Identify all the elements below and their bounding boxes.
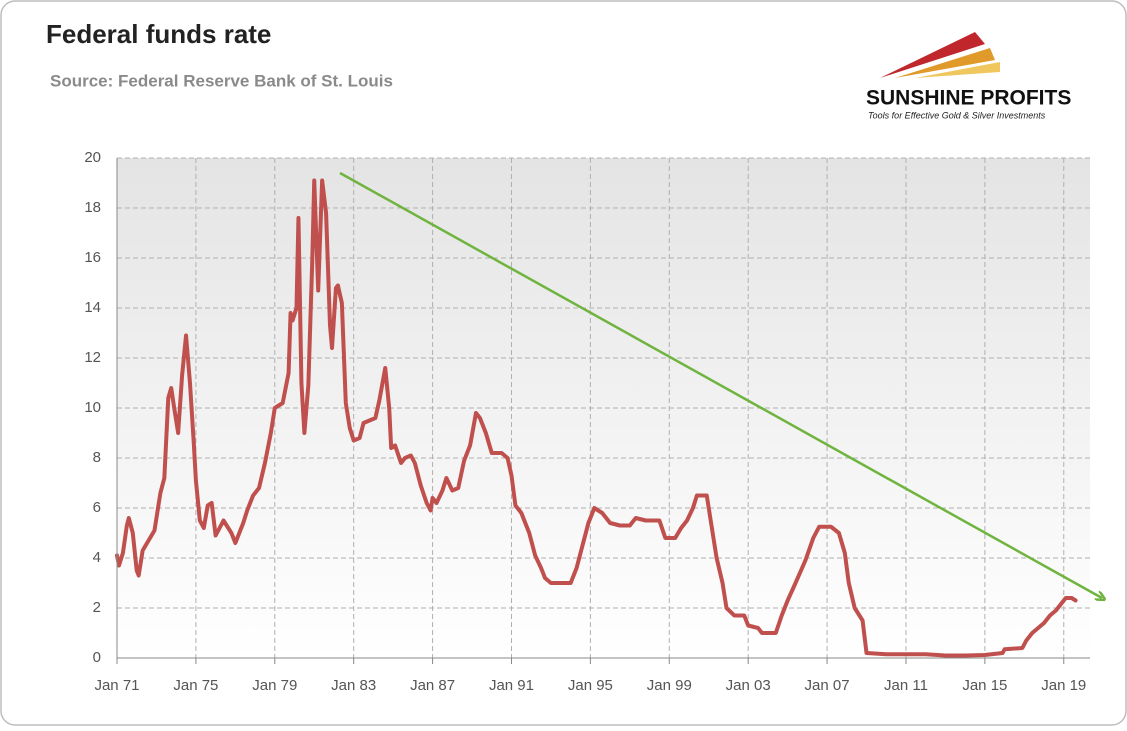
series [115, 178, 1078, 658]
y-tick-label: 16 [84, 249, 101, 266]
x-tick-label: Jan 83 [331, 677, 376, 694]
logo-swoosh [915, 62, 1000, 78]
y-tick-label: 10 [84, 399, 101, 416]
x-tick-label: Jan 79 [252, 677, 297, 694]
series-line [115, 178, 1078, 658]
logo-swoosh [880, 32, 985, 78]
y-tick-label: 6 [93, 499, 101, 516]
logo-swoosh [895, 48, 995, 78]
y-tick-label: 0 [93, 649, 101, 666]
chart-title: Federal funds rate [46, 19, 271, 49]
x-tick-label: Jan 11 [884, 677, 928, 694]
y-tick-label: 14 [84, 299, 101, 316]
x-tick-label: Jan 75 [173, 677, 218, 694]
logo-name: SUNSHINE PROFITS [866, 87, 1071, 110]
x-tick-label: Jan 03 [726, 677, 771, 694]
logo-tagline: Tools for Effective Gold & Silver Invest… [868, 110, 1046, 120]
x-tick-label: Jan 95 [568, 677, 613, 694]
y-tick-label: 20 [84, 149, 101, 166]
x-tick-label: Jan 07 [805, 677, 850, 694]
y-tick-label: 4 [93, 549, 101, 566]
logo: SUNSHINE PROFITS Tools for Effective Gol… [866, 32, 1071, 120]
x-tick-label: Jan 87 [410, 677, 455, 694]
chart-subtitle: Source: Federal Reserve Bank of St. Loui… [50, 71, 393, 90]
x-tick-label: Jan 71 [94, 677, 139, 694]
x-tick-label: Jan 91 [489, 677, 534, 694]
y-tick-label: 18 [84, 199, 101, 216]
trend-arrow [339, 171, 1102, 598]
y-tick-label: 8 [93, 449, 101, 466]
x-tick-label: Jan 99 [647, 677, 692, 694]
x-tick-label: Jan 15 [962, 677, 1007, 694]
y-tick-label: 2 [93, 599, 101, 616]
x-tick-label: Jan 19 [1041, 677, 1086, 694]
y-tick-label: 12 [84, 349, 101, 366]
